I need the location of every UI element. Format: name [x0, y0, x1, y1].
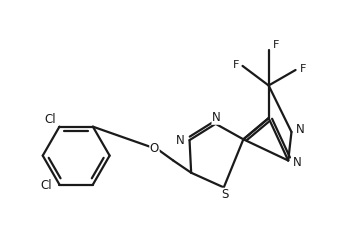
Text: N: N	[296, 123, 305, 136]
Text: Cl: Cl	[41, 179, 52, 192]
Text: N: N	[212, 111, 221, 124]
Text: Cl: Cl	[45, 113, 56, 126]
Text: N: N	[293, 156, 302, 169]
Text: F: F	[273, 40, 279, 50]
Text: N: N	[176, 134, 185, 147]
Text: O: O	[150, 142, 159, 155]
Text: F: F	[233, 60, 240, 70]
Text: F: F	[300, 64, 306, 74]
Text: S: S	[222, 188, 229, 201]
